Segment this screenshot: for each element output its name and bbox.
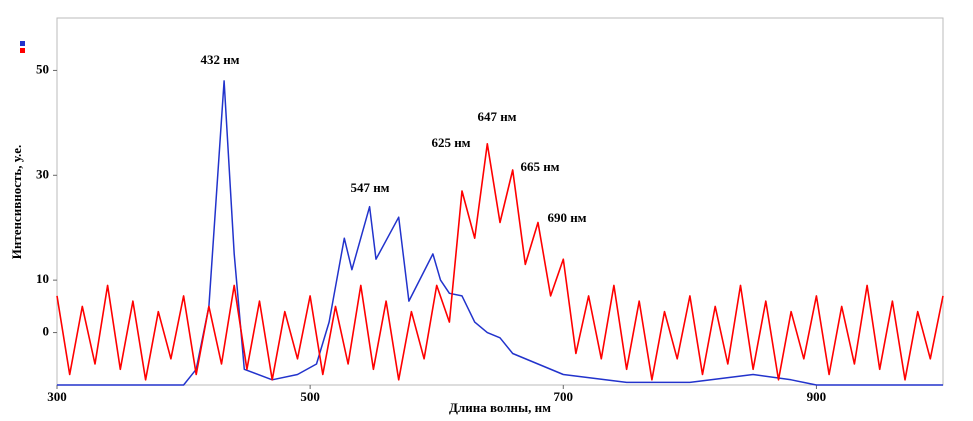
y-tick-label: 30 xyxy=(36,166,49,181)
legend-swatch xyxy=(20,48,25,53)
y-tick-label: 0 xyxy=(43,324,50,339)
legend-swatch xyxy=(20,41,25,46)
x-tick-label: 300 xyxy=(47,389,67,404)
x-tick-label: 700 xyxy=(554,389,574,404)
series-line xyxy=(57,80,943,386)
y-tick-label: 50 xyxy=(36,61,49,76)
peak-label: 625 нм xyxy=(431,135,470,150)
peak-label: 647 нм xyxy=(477,109,516,124)
y-tick-label: 10 xyxy=(36,271,49,286)
y-axis-label: Интенсивность, у.е. xyxy=(9,145,24,260)
x-tick-label: 500 xyxy=(300,389,320,404)
x-tick-label: 900 xyxy=(807,389,827,404)
series-line xyxy=(56,143,944,381)
peak-label: 665 нм xyxy=(520,159,559,174)
peak-label: 690 нм xyxy=(547,210,586,225)
x-axis-label: Длина волны, нм xyxy=(449,400,551,415)
peak-label: 547 нм xyxy=(350,180,389,195)
peak-label: 432 нм xyxy=(200,52,239,67)
